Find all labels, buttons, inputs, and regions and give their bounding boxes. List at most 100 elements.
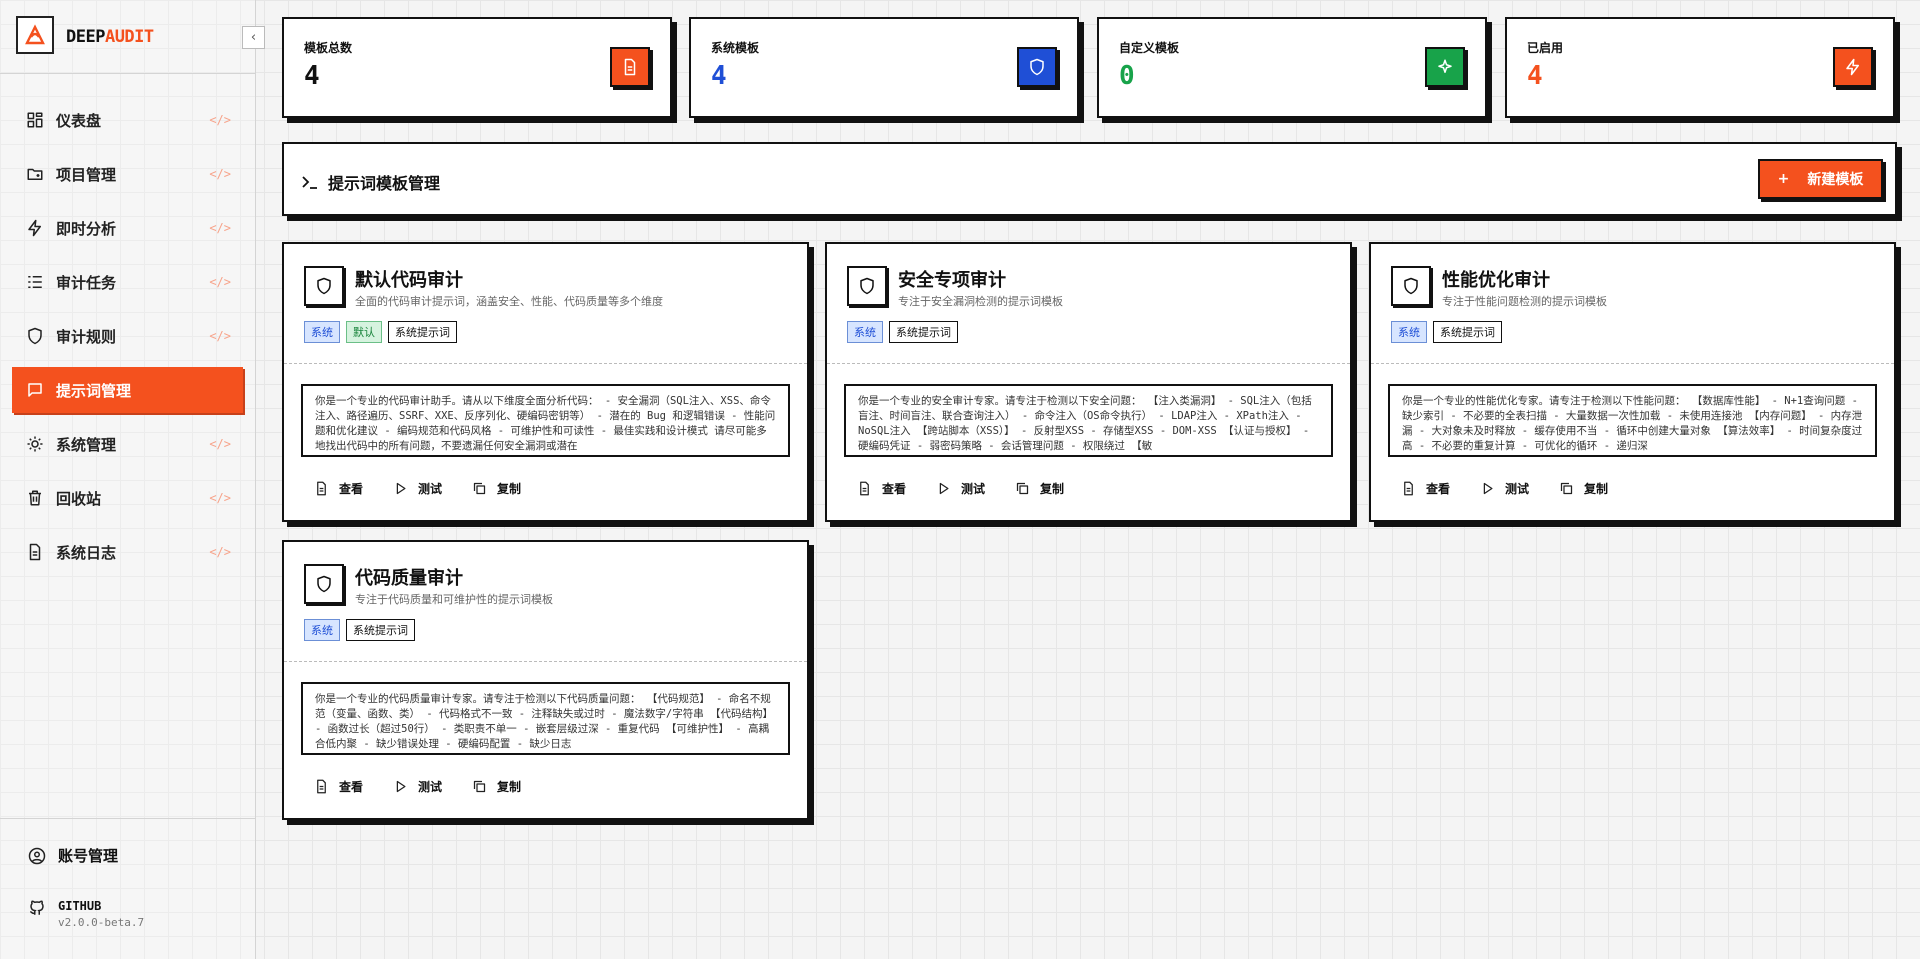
stat-card: 系统模板 4	[689, 17, 1079, 118]
nav-item[interactable]: 提示词管理</>	[12, 367, 243, 413]
tag-row: 系统 系统提示词	[1391, 321, 1502, 343]
stat-label: 已启用	[1527, 41, 1564, 55]
action-button[interactable]: 查看	[1401, 480, 1450, 497]
template-card: 代码质量审计 专注于代码质量和可维护性的提示词模板 系统 系统提示词 你是一个专业的代码…	[282, 540, 809, 820]
tag-row: 系统 系统提示词	[847, 321, 958, 343]
logo-icon	[16, 16, 54, 54]
github-label: GITHUB	[58, 899, 102, 913]
account-link[interactable]: 账号管理	[28, 845, 118, 866]
account-label: 账号管理	[58, 847, 119, 865]
action-button[interactable]: 查看	[314, 778, 363, 795]
nav-label: 系统管理	[56, 435, 117, 454]
icon	[317, 779, 326, 794]
action-label: 查看	[1426, 482, 1451, 496]
logo-text: DEEPAUDIT	[66, 27, 154, 47]
nav-label: 仪表盘	[56, 111, 102, 130]
template-content: 你是一个专业的性能优化专家。请专注于检测以下性能问题： 【数据库性能】 - N+…	[1388, 384, 1877, 457]
nav-item[interactable]: 系统日志 </>	[12, 529, 243, 575]
action-button[interactable]: 复制	[472, 480, 521, 497]
header-title: 提示词模板管理	[302, 170, 440, 194]
tag: 系统	[304, 619, 340, 641]
action-button[interactable]: 复制	[1015, 480, 1064, 497]
template-card: 性能优化审计 专注于性能问题检测的提示词模板 系统 系统提示词 你是一个专业的性能优化专…	[1369, 242, 1896, 522]
action-label: 查看	[339, 482, 364, 496]
action-label: 测试	[1505, 482, 1530, 496]
template-name: 代码质量审计	[355, 568, 463, 589]
tag: 系统提示词	[889, 321, 958, 343]
nav-item[interactable]: 审计任务 </>	[12, 259, 243, 305]
icon	[396, 482, 406, 495]
collapse-button[interactable]: ‹	[242, 26, 265, 49]
nav-code-icon: </>	[209, 491, 231, 505]
action-button[interactable]: 复制	[1559, 480, 1608, 497]
github-link[interactable]: GITHUB v2.0.0-beta.7	[28, 899, 144, 929]
action-label: 复制	[1040, 482, 1065, 496]
template-icon	[304, 564, 344, 604]
nav-item[interactable]: 系统管理 </>	[12, 421, 243, 467]
sidebar: DEEPAUDIT ‹ 仪表盘 </> 项目管理 </> 即时分析 </> 审计任务 </> 审…	[0, 0, 265, 959]
icon	[1404, 277, 1418, 295]
action-button[interactable]: 测试	[1480, 480, 1529, 497]
header-panel: 提示词模板管理 + 新建模板	[282, 142, 1897, 216]
action-label: 复制	[497, 780, 522, 794]
nav-item[interactable]: 审计规则 </>	[12, 313, 243, 359]
template-icon	[847, 266, 887, 306]
action-button[interactable]: 查看	[314, 480, 363, 497]
icon	[860, 481, 869, 496]
divider	[284, 661, 807, 662]
icon	[29, 543, 41, 561]
divider	[284, 363, 807, 364]
nav-code-icon: </>	[209, 437, 231, 451]
nav-label: 系统日志	[56, 543, 117, 562]
stat-card: 模板总数 4	[282, 17, 672, 118]
action-button[interactable]: 测试	[393, 480, 442, 497]
stat-label: 模板总数	[304, 41, 353, 55]
action-button[interactable]: 测试	[936, 480, 985, 497]
icon	[1016, 482, 1029, 495]
button-label: 新建模板	[1807, 172, 1864, 188]
icon	[860, 277, 874, 295]
tag: 系统提示词	[388, 321, 457, 343]
stat-label: 系统模板	[711, 41, 760, 55]
nav-label: 回收站	[56, 489, 102, 508]
nav-item[interactable]: 项目管理 </>	[12, 151, 243, 197]
tag-row: 系统 系统提示词	[304, 619, 415, 641]
icon	[317, 481, 326, 496]
template-description: 全面的代码审计提示词，涵盖安全、性能、代码质量等多个维度	[355, 295, 663, 308]
plus-icon: +	[1777, 171, 1790, 187]
icon	[1404, 481, 1413, 496]
nav-code-icon: </>	[209, 167, 231, 181]
nav-code-icon: </>	[209, 221, 231, 235]
icon	[27, 112, 43, 128]
action-row: 查看 测试 复制	[857, 480, 1064, 497]
icon	[28, 327, 42, 345]
icon	[28, 276, 42, 288]
stat-icon	[1425, 47, 1465, 87]
icon	[624, 58, 636, 76]
tag: 系统	[304, 321, 340, 343]
sidebar-footer: 账号管理 GITHUB v2.0.0-beta.7	[0, 818, 256, 959]
action-button[interactable]: 复制	[472, 778, 521, 795]
tag-row: 系统 默认 系统提示词	[304, 321, 457, 343]
template-description: 专注于代码质量和可维护性的提示词模板	[355, 593, 553, 606]
new-template-button[interactable]: + 新建模板	[1758, 159, 1883, 199]
action-label: 查看	[882, 482, 907, 496]
nav-item[interactable]: 回收站 </>	[12, 475, 243, 521]
stat-card: 自定义模板 0	[1097, 17, 1487, 118]
nav-item[interactable]: 仪表盘 </>	[12, 97, 243, 143]
action-row: 查看 测试 复制	[314, 778, 521, 795]
template-name: 性能优化审计	[1442, 270, 1550, 291]
template-description: 专注于安全漏洞检测的提示词模板	[898, 295, 1063, 308]
nav-code-icon: </>	[209, 113, 231, 127]
nav-item[interactable]: 即时分析 </>	[12, 205, 243, 251]
tag: 系统	[847, 321, 883, 343]
icon	[1030, 58, 1044, 76]
action-button[interactable]: 查看	[857, 480, 906, 497]
tag: 系统提示词	[346, 619, 415, 641]
icon	[317, 575, 331, 593]
template-name: 安全专项审计	[898, 270, 1006, 291]
action-button[interactable]: 测试	[393, 778, 442, 795]
nav-code-icon: </>	[209, 275, 231, 289]
